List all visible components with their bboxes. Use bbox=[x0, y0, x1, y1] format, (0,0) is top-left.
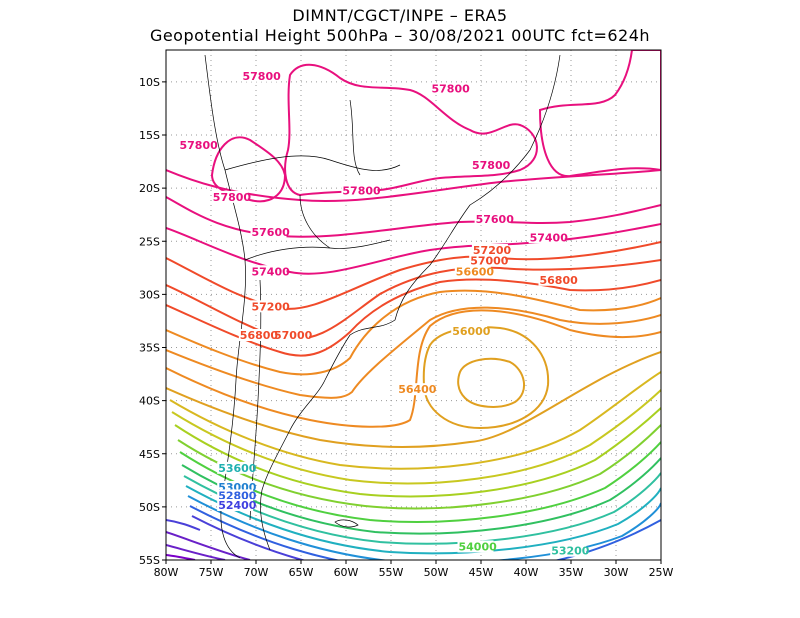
contour-label: 57400 bbox=[530, 231, 569, 244]
contour-label-bg bbox=[241, 69, 278, 82]
contour-label-bg bbox=[217, 489, 254, 502]
contour-57800-line bbox=[166, 169, 661, 202]
height-contours bbox=[166, 50, 661, 560]
contour-label-bg bbox=[471, 159, 507, 171]
y-tick-label: 25S bbox=[139, 235, 160, 248]
contour-label-bg bbox=[471, 244, 508, 256]
x-tick-label: 55W bbox=[379, 566, 404, 579]
contour-label-bg bbox=[454, 265, 491, 278]
falkland-islands bbox=[334, 519, 359, 528]
map-title-line-1: DIMNT/CGCT/INPE – ERA5 bbox=[292, 6, 508, 25]
contour-label: 56600 bbox=[456, 265, 495, 278]
x-tick-label: 70W bbox=[244, 566, 269, 579]
x-tick-label: 80W bbox=[154, 566, 179, 579]
y-tick-label: 20S bbox=[139, 182, 160, 195]
contour-label-bg bbox=[178, 138, 215, 151]
contour-57000 bbox=[166, 259, 661, 341]
contour-label: 56800 bbox=[540, 274, 579, 287]
contour-label: 57800 bbox=[243, 70, 282, 83]
y-tick-label: 30S bbox=[139, 288, 160, 301]
contour-label-bg bbox=[273, 329, 309, 341]
y-tick-label: 35S bbox=[139, 342, 160, 355]
south-america-east-coast bbox=[260, 54, 561, 551]
contour-56000 bbox=[422, 326, 550, 430]
x-tick-label: 25W bbox=[649, 566, 674, 579]
contour-label: 56400 bbox=[398, 383, 437, 396]
contour-label-bg bbox=[217, 461, 254, 474]
y-tick-label: 55S bbox=[139, 554, 160, 567]
x-tick-label: 40W bbox=[514, 566, 539, 579]
contour-57800-north bbox=[284, 63, 538, 197]
contour-56400 bbox=[166, 306, 661, 399]
contour-label-bg bbox=[250, 225, 287, 238]
contour-label-bg bbox=[250, 265, 287, 278]
country-border-c bbox=[299, 194, 331, 249]
x-tick-label: 50W bbox=[424, 566, 449, 579]
contour-label-bg bbox=[217, 499, 254, 511]
contour-56600 bbox=[166, 289, 661, 376]
country-border-a bbox=[224, 155, 401, 171]
contour-label-bg bbox=[238, 329, 275, 341]
contour-label: 56000 bbox=[452, 325, 491, 338]
contour-label: 56800 bbox=[240, 329, 279, 342]
contour-56200 bbox=[166, 309, 661, 428]
plot-frame bbox=[165, 49, 662, 561]
country-border-b bbox=[244, 239, 391, 261]
contour-label: 57800 bbox=[342, 185, 381, 198]
contour-label-bg bbox=[341, 184, 378, 197]
contour-labels: 57800 57800 57800 57800 57800 57800 57600 57600… bbox=[178, 69, 590, 558]
contour-label-bg bbox=[528, 231, 565, 244]
map-axes: 80W 75W 70W 65W 60W 55W 50W 45W 40W 35W 30W 25W 10S 1… bbox=[139, 76, 674, 579]
contour-label-bg bbox=[474, 213, 511, 226]
x-tick-label: 35W bbox=[559, 566, 584, 579]
contour-label: 57800 bbox=[213, 191, 252, 204]
x-tick-label: 45W bbox=[469, 566, 494, 579]
x-tick-label: 65W bbox=[289, 566, 314, 579]
contour-label: 57000 bbox=[470, 255, 509, 268]
contour-label: 57800 bbox=[432, 83, 471, 96]
contour-label-bg bbox=[457, 540, 494, 553]
contour-label: 57000 bbox=[274, 329, 313, 342]
x-tick-label: 60W bbox=[334, 566, 359, 579]
y-tick-label: 50S bbox=[139, 501, 160, 514]
contour-label: 57800 bbox=[180, 139, 219, 152]
y-tick-label: 45S bbox=[139, 448, 160, 461]
contour-57400 bbox=[166, 223, 661, 275]
contour-label: 57400 bbox=[252, 265, 291, 278]
contour-57800-east bbox=[538, 50, 661, 178]
contour-label-bg bbox=[451, 324, 488, 337]
contour-label: 57800 bbox=[472, 159, 511, 172]
contour-56800 bbox=[166, 278, 661, 357]
contour-label: 57600 bbox=[252, 226, 291, 239]
y-tick-label: 10S bbox=[139, 76, 160, 89]
contour-label-bg bbox=[550, 544, 587, 557]
map-title-line-2: Geopotential Height 500hPa – 30/08/2021 … bbox=[149, 26, 651, 45]
contour-label-bg bbox=[469, 254, 506, 267]
contour-57600 bbox=[166, 196, 661, 238]
lat-lon-grid bbox=[166, 50, 661, 560]
contour-label: 53600 bbox=[218, 462, 257, 475]
contour-55800 bbox=[457, 357, 525, 408]
contour-label-bg bbox=[397, 383, 434, 396]
contour-label: 52400 bbox=[218, 499, 257, 512]
country-border-d bbox=[349, 99, 361, 176]
contour-label: 57600 bbox=[476, 213, 515, 226]
y-tick-label: 40S bbox=[139, 395, 160, 408]
contour-label-bg bbox=[250, 300, 287, 313]
y-tick-label: 15S bbox=[139, 129, 160, 142]
x-tick-label: 75W bbox=[199, 566, 224, 579]
contour-label: 57200 bbox=[252, 300, 291, 313]
contour-label-bg bbox=[430, 82, 467, 95]
contour-label: 54000 bbox=[459, 540, 498, 553]
contour-57200 bbox=[166, 241, 661, 310]
contour-label-bg bbox=[211, 190, 248, 203]
contour-56000-outer bbox=[166, 351, 661, 448]
x-tick-label: 30W bbox=[604, 566, 629, 579]
contour-label-bg bbox=[538, 273, 575, 286]
contour-label: 53200 bbox=[551, 545, 590, 558]
contour-label: 57200 bbox=[473, 244, 512, 257]
